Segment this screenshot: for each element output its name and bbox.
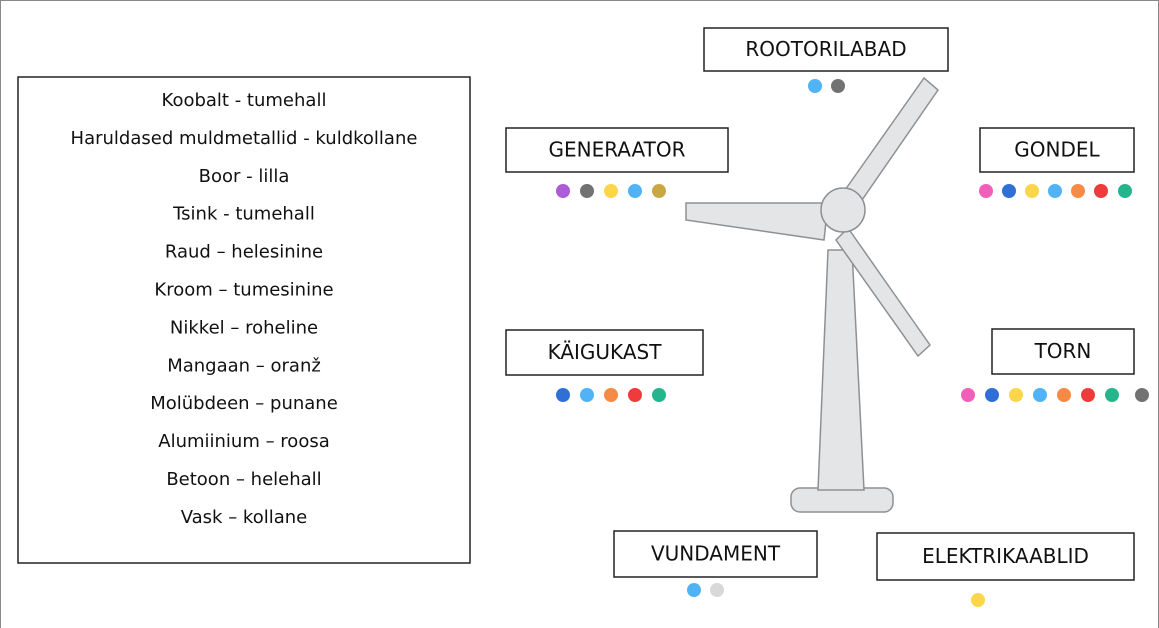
material-dot bbox=[1094, 184, 1108, 198]
legend-item: Molübdeen – punane bbox=[150, 393, 338, 414]
component-label: VUNDAMENT bbox=[651, 542, 781, 566]
component-label: TORN bbox=[1034, 339, 1092, 363]
legend-item: Nikkel – roheline bbox=[170, 317, 318, 338]
material-dot bbox=[628, 388, 642, 402]
component-label: KÄIGUKAST bbox=[548, 340, 663, 364]
material-dot bbox=[961, 388, 975, 402]
material-dot bbox=[831, 79, 845, 93]
material-dot bbox=[556, 388, 570, 402]
material-dot bbox=[1071, 184, 1085, 198]
material-dot bbox=[1057, 388, 1071, 402]
material-dot bbox=[580, 184, 594, 198]
legend-item: Alumiinium – roosa bbox=[158, 431, 330, 452]
component-label: GONDEL bbox=[1014, 138, 1100, 162]
material-dot bbox=[985, 388, 999, 402]
material-dot bbox=[556, 184, 570, 198]
material-dot bbox=[971, 593, 985, 607]
component-label: GENERAATOR bbox=[548, 138, 685, 162]
legend-item: Tsink - tumehall bbox=[172, 204, 315, 225]
material-dot bbox=[628, 184, 642, 198]
turbine-base bbox=[791, 488, 893, 512]
legend-item: Mangaan – oranž bbox=[167, 355, 321, 376]
material-dot bbox=[652, 388, 666, 402]
material-dot bbox=[652, 184, 666, 198]
material-dot bbox=[604, 184, 618, 198]
material-dot bbox=[580, 388, 594, 402]
turbine-tower bbox=[818, 250, 864, 490]
material-dot bbox=[604, 388, 618, 402]
legend-item: Betoon – helehall bbox=[166, 469, 321, 490]
material-dot bbox=[1033, 388, 1047, 402]
legend-item: Raud – helesinine bbox=[165, 242, 323, 263]
material-dot bbox=[710, 583, 724, 597]
component-label: ELEKTRIKAABLID bbox=[922, 544, 1089, 568]
diagram: Koobalt - tumehall Haruldased muldmetalli… bbox=[0, 0, 1159, 628]
material-dot bbox=[1002, 184, 1016, 198]
component-label: ROOTORILABAD bbox=[745, 37, 906, 61]
turbine-hub bbox=[821, 188, 865, 232]
legend-item: Vask – kollane bbox=[181, 507, 308, 528]
turbine-blade bbox=[686, 203, 828, 240]
material-dot bbox=[1105, 388, 1119, 402]
legend-item: Haruldased muldmetallid - kuldkollane bbox=[71, 128, 418, 149]
material-dot bbox=[687, 583, 701, 597]
material-dot bbox=[1081, 388, 1095, 402]
legend-item: Kroom – tumesinine bbox=[154, 280, 333, 301]
legend-item: Boor - lilla bbox=[199, 166, 290, 187]
material-dot bbox=[1118, 184, 1132, 198]
material-dot bbox=[808, 79, 822, 93]
material-dot bbox=[1048, 184, 1062, 198]
turbine-blade bbox=[845, 78, 938, 200]
material-dot bbox=[1135, 388, 1149, 402]
material-dot bbox=[1009, 388, 1023, 402]
material-dot bbox=[1025, 184, 1039, 198]
material-dot bbox=[979, 184, 993, 198]
legend-item: Koobalt - tumehall bbox=[162, 90, 327, 111]
